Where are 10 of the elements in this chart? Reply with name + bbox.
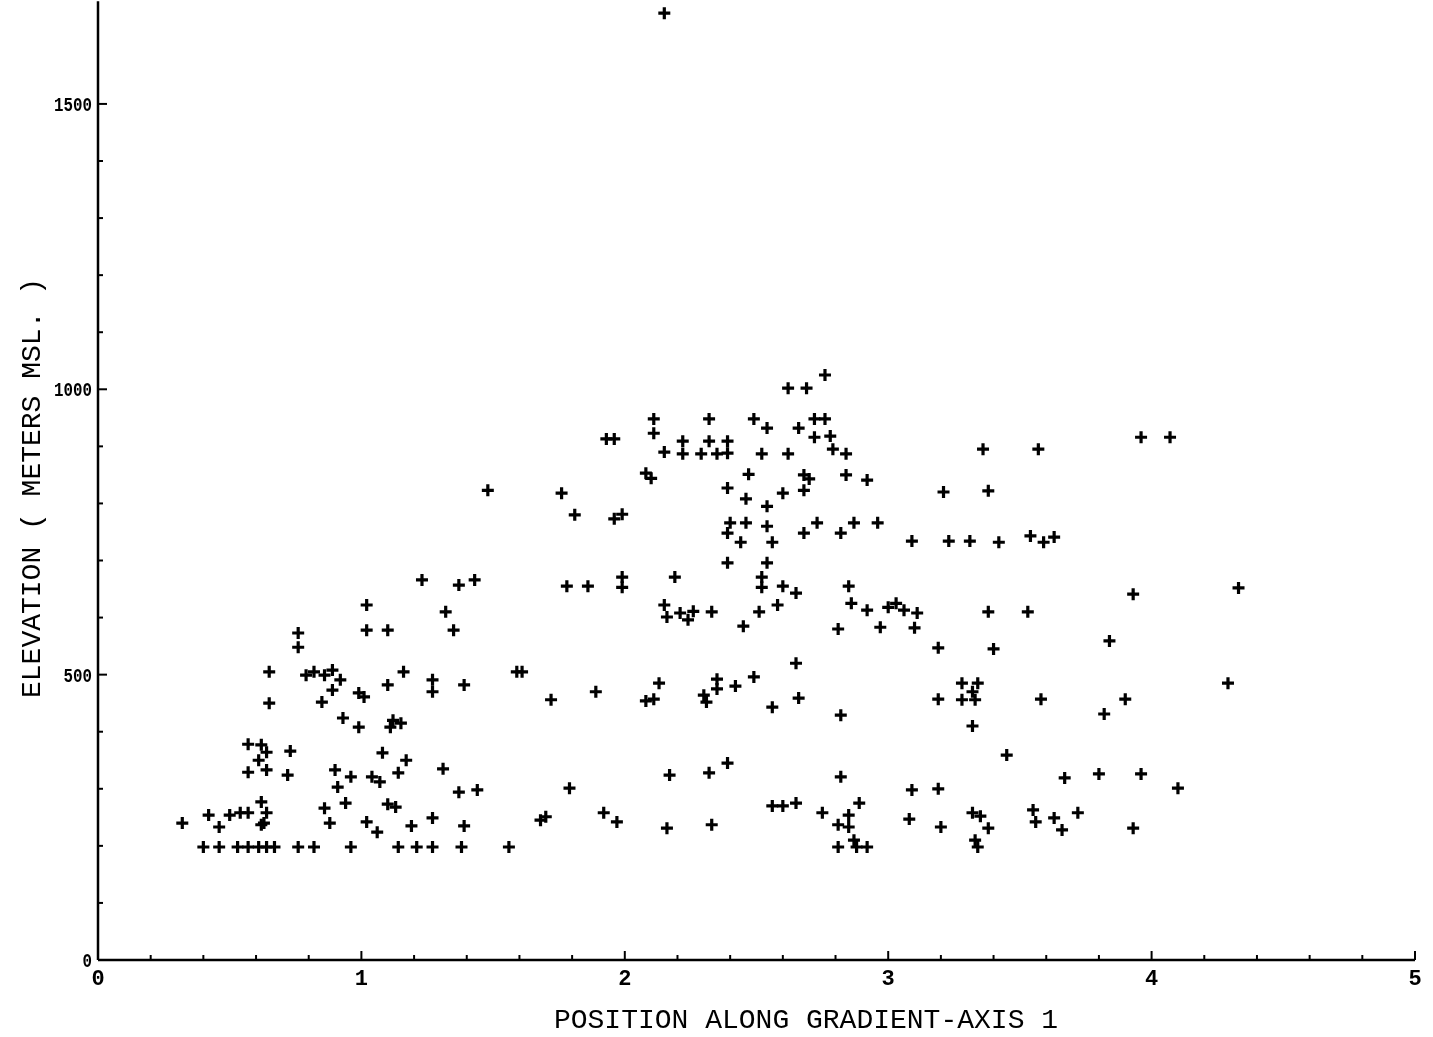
x-tick-label: 3 [881, 967, 895, 992]
x-tick-label: 1 [354, 967, 368, 992]
x-axis-title: POSITION ALONG GRADIENT-AXIS 1 [553, 1005, 1059, 1036]
x-tick-label: 2 [618, 967, 632, 992]
y-axis-title: ELEVATION ( METERS MSL. ) [17, 277, 48, 699]
y-tick-label: 1000 [54, 379, 103, 403]
y-tick-label: 1500 [54, 93, 103, 117]
y-tick-label: 500 [63, 664, 100, 688]
x-tick-label: 4 [1145, 967, 1159, 992]
x-tick-label: 5 [1408, 967, 1422, 992]
